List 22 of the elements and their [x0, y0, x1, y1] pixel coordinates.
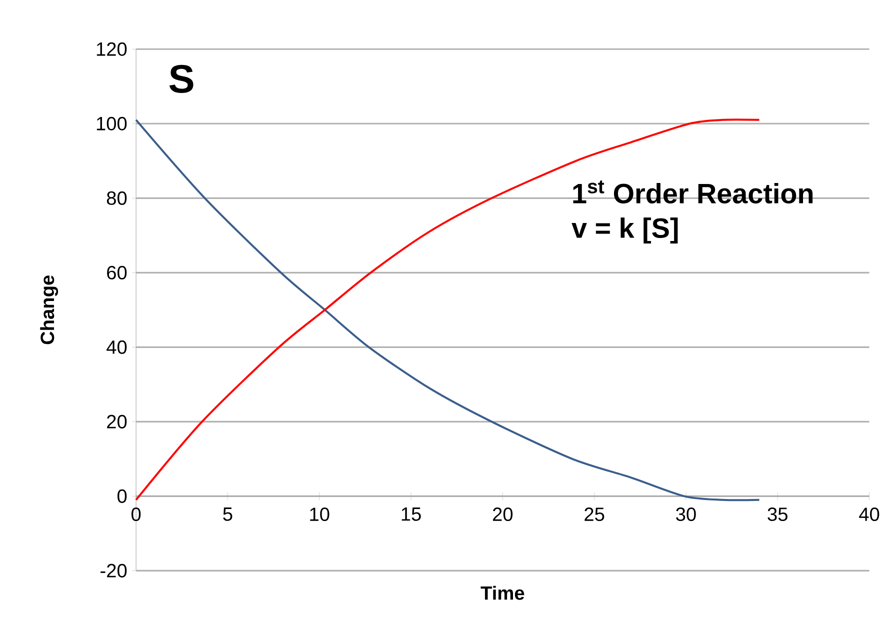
- x-tick-label: 40: [859, 508, 880, 522]
- x-tick-label: 20: [492, 508, 513, 522]
- x-tick-label: 35: [768, 508, 788, 522]
- y-tick-label: 40: [106, 340, 127, 354]
- annotation: S: [169, 64, 194, 94]
- x-tick-label: 15: [402, 508, 421, 521]
- x-tick-label: 30: [676, 508, 696, 522]
- y-tick-label: 0: [117, 489, 127, 504]
- y-tick-label: 100: [96, 116, 127, 130]
- x-tick-label: 10: [310, 508, 330, 522]
- y-tick-label: 60: [107, 266, 127, 280]
- x-tick-label: 5: [223, 508, 232, 521]
- x-tick-label: 25: [584, 508, 604, 522]
- x-axis-title: Time: [480, 586, 524, 600]
- annotation: v = k [S]: [572, 218, 678, 244]
- y-axis-title: Change: [40, 276, 58, 344]
- annotation: 1$^{st}$ Order Reaction: [573, 180, 813, 204]
- y-tick-label: 120: [96, 42, 127, 56]
- y-tick-label: -20: [100, 564, 127, 578]
- y-tick-label: 20: [107, 414, 127, 429]
- y-tick-label: 80: [106, 191, 127, 205]
- x-tick-label: 0: [131, 508, 141, 522]
